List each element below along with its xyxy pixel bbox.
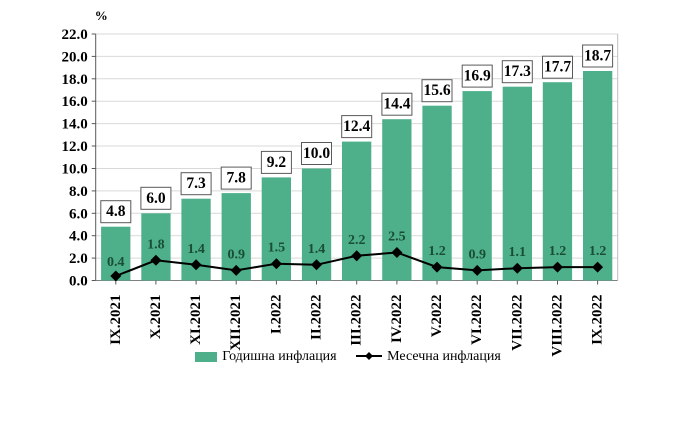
svg-text:17.7: 17.7 [544,59,571,76]
svg-text:6.0: 6.0 [146,190,166,207]
svg-text:22.0: 22.0 [61,27,87,43]
svg-text:7.8: 7.8 [227,170,247,187]
svg-text:XII.2021: XII.2021 [228,295,244,351]
svg-text:II.2022: II.2022 [309,295,325,340]
svg-text:IX.2022: IX.2022 [590,295,606,345]
svg-text:I.2022: I.2022 [268,295,284,335]
svg-text:%: % [95,8,108,23]
svg-text:1.4: 1.4 [187,242,205,257]
svg-text:8.0: 8.0 [69,184,88,200]
svg-text:20.0: 20.0 [61,49,87,65]
svg-text:1.1: 1.1 [509,245,527,260]
svg-text:4.8: 4.8 [106,203,126,220]
svg-text:10.0: 10.0 [61,162,87,178]
svg-text:15.6: 15.6 [423,82,450,99]
svg-text:1.4: 1.4 [308,242,326,257]
svg-text:6.0: 6.0 [69,206,88,222]
svg-text:V.2022: V.2022 [429,295,445,338]
svg-text:14.4: 14.4 [383,96,410,113]
svg-text:12.4: 12.4 [343,118,370,135]
svg-text:0.9: 0.9 [227,247,245,262]
svg-text:9.2: 9.2 [267,154,287,171]
svg-text:VIII.2022: VIII.2022 [550,295,566,357]
svg-text:4.0: 4.0 [69,229,88,245]
svg-text:10.0: 10.0 [303,145,330,162]
svg-text:14.0: 14.0 [61,117,87,133]
svg-text:12.0: 12.0 [61,139,87,155]
svg-text:0.0: 0.0 [69,274,88,290]
svg-text:VI.2022: VI.2022 [469,295,485,345]
svg-text:2.2: 2.2 [348,233,366,248]
svg-text:1.2: 1.2 [428,244,446,259]
svg-text:17.3: 17.3 [504,63,531,80]
svg-text:2.0: 2.0 [69,251,88,267]
svg-text:2.5: 2.5 [388,230,406,245]
svg-text:7.3: 7.3 [186,175,206,192]
svg-text:XI.2021: XI.2021 [188,295,204,345]
svg-text:18.7: 18.7 [584,48,611,65]
svg-text:1.5: 1.5 [268,241,286,256]
svg-text:IX.2021: IX.2021 [108,295,124,345]
svg-text:1.8: 1.8 [147,237,165,252]
svg-text:0.4: 0.4 [107,255,125,270]
svg-text:III.2022: III.2022 [349,295,365,346]
svg-text:0.9: 0.9 [468,247,486,262]
svg-text:18.0: 18.0 [61,72,87,88]
svg-text:1.2: 1.2 [589,244,607,259]
svg-text:16.0: 16.0 [61,94,87,110]
svg-text:X.2021: X.2021 [148,295,164,340]
svg-text:VII.2022: VII.2022 [509,295,525,351]
svg-text:1.2: 1.2 [549,244,567,259]
svg-text:16.9: 16.9 [464,68,491,85]
svg-text:IV.2022: IV.2022 [389,295,405,344]
